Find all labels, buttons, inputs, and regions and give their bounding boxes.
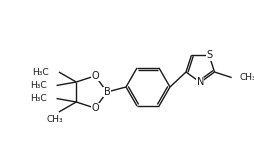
Text: CH₃: CH₃ — [239, 73, 254, 82]
Text: B: B — [103, 87, 110, 97]
Text: H₃C: H₃C — [30, 94, 46, 103]
Text: O: O — [91, 71, 99, 81]
Text: S: S — [205, 50, 211, 60]
Text: H₃C: H₃C — [30, 81, 46, 90]
Text: H₃C: H₃C — [32, 68, 49, 77]
Text: N: N — [196, 77, 203, 87]
Text: CH₃: CH₃ — [46, 116, 63, 124]
Text: O: O — [91, 103, 99, 113]
